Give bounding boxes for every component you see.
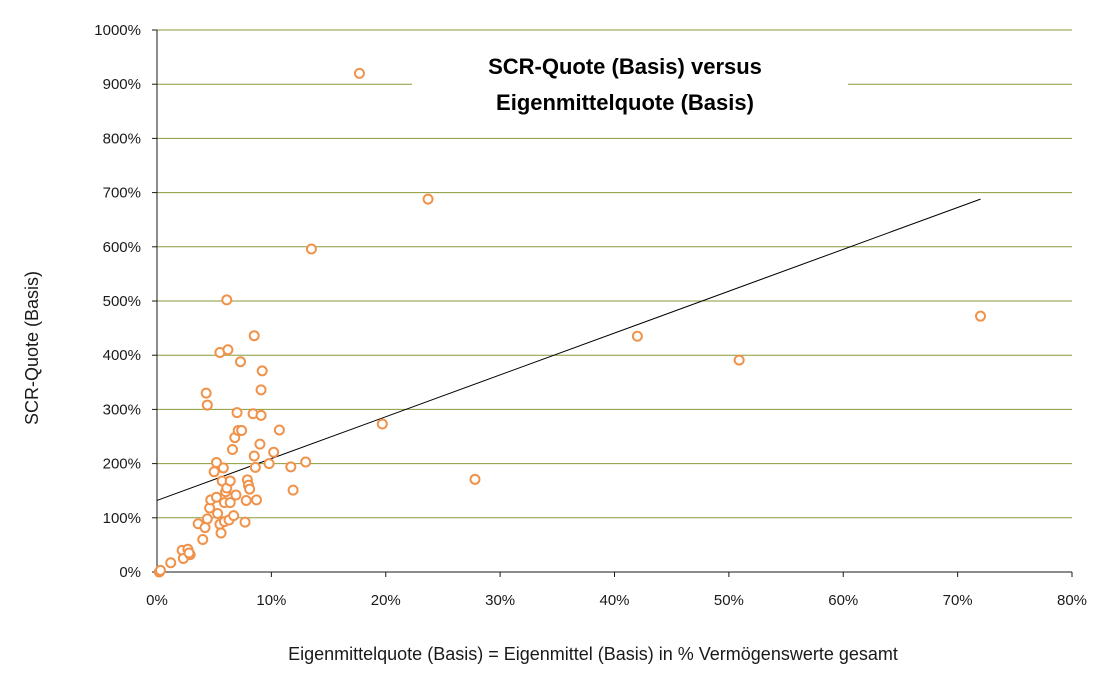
data-point bbox=[224, 475, 236, 487]
data-point bbox=[422, 193, 434, 205]
y-tick-label: 600% bbox=[103, 239, 141, 256]
chart-title: SCR-Quote (Basis) versus Eigenmittelquot… bbox=[412, 48, 848, 120]
data-point bbox=[305, 243, 317, 255]
data-point bbox=[239, 516, 251, 528]
x-tick-label: 80% bbox=[1057, 592, 1087, 609]
data-point bbox=[254, 438, 266, 450]
data-point bbox=[256, 365, 268, 377]
data-point bbox=[376, 418, 388, 430]
data-point bbox=[221, 294, 233, 306]
data-point bbox=[251, 494, 263, 506]
y-tick-label: 100% bbox=[103, 510, 141, 527]
data-point bbox=[201, 513, 213, 525]
data-point bbox=[222, 344, 234, 356]
data-point bbox=[268, 446, 280, 458]
data-point bbox=[263, 458, 275, 470]
data-point bbox=[469, 473, 481, 485]
data-point bbox=[236, 425, 248, 437]
y-tick-label: 300% bbox=[103, 401, 141, 418]
data-point bbox=[273, 424, 285, 436]
y-tick-label: 700% bbox=[103, 185, 141, 202]
data-point bbox=[197, 533, 209, 545]
x-tick-label: 50% bbox=[714, 592, 744, 609]
data-point bbox=[210, 491, 222, 503]
data-point bbox=[201, 399, 213, 411]
data-point bbox=[199, 522, 211, 534]
x-tick-label: 60% bbox=[828, 592, 858, 609]
y-axis-title: SCR-Quote (Basis) bbox=[22, 271, 42, 425]
chart-title-line-1: SCR-Quote (Basis) versus bbox=[488, 54, 762, 79]
data-point bbox=[733, 354, 745, 366]
y-tick-label: 1000% bbox=[94, 22, 141, 39]
y-tick-label: 900% bbox=[103, 76, 141, 93]
data-point bbox=[200, 387, 212, 399]
data-point bbox=[244, 483, 256, 495]
data-point bbox=[183, 547, 195, 559]
x-tick-label: 30% bbox=[485, 592, 515, 609]
data-point bbox=[234, 356, 246, 368]
x-tick-label: 40% bbox=[599, 592, 629, 609]
chart-title-line-2: Eigenmittelquote (Basis) bbox=[496, 90, 754, 115]
chart-title-background bbox=[412, 48, 848, 120]
data-point bbox=[248, 450, 260, 462]
data-point bbox=[165, 557, 177, 569]
data-point bbox=[228, 510, 240, 522]
x-axis-title: Eigenmittelquote (Basis) = Eigenmittel (… bbox=[288, 644, 898, 664]
y-tick-label: 200% bbox=[103, 456, 141, 473]
data-point bbox=[248, 330, 260, 342]
x-tick-label: 70% bbox=[943, 592, 973, 609]
data-point bbox=[154, 564, 166, 576]
x-tick-label: 20% bbox=[371, 592, 401, 609]
data-point bbox=[208, 466, 220, 478]
data-point bbox=[231, 407, 243, 419]
data-point bbox=[217, 462, 229, 474]
y-tick-label: 400% bbox=[103, 347, 141, 364]
data-point bbox=[353, 67, 365, 79]
data-point bbox=[224, 497, 236, 509]
data-point bbox=[300, 456, 312, 468]
y-tick-label: 0% bbox=[119, 564, 141, 581]
y-axis-ticks: 0% 100% 200% 300% 400% 500% 600% 700% 800% 900% 10… bbox=[94, 22, 157, 581]
data-point bbox=[230, 489, 242, 501]
data-point bbox=[975, 310, 986, 322]
y-tick-label: 500% bbox=[103, 293, 141, 310]
data-point bbox=[255, 384, 267, 396]
data-point bbox=[285, 461, 297, 473]
data-point bbox=[287, 484, 299, 496]
x-tick-label: 0% bbox=[146, 592, 168, 609]
trendline bbox=[156, 198, 981, 501]
data-point bbox=[210, 457, 222, 469]
y-tick-label: 800% bbox=[103, 130, 141, 147]
x-axis-ticks: 0% 10% 20% 30% 40% 50% 60% 70% 80% bbox=[146, 572, 1087, 609]
data-point bbox=[215, 527, 227, 539]
data-point bbox=[255, 409, 267, 421]
data-point bbox=[226, 444, 238, 456]
data-points bbox=[153, 67, 986, 578]
data-point bbox=[240, 494, 252, 506]
x-tick-label: 10% bbox=[256, 592, 286, 609]
data-point bbox=[212, 507, 224, 519]
data-point bbox=[631, 330, 643, 342]
data-point bbox=[249, 461, 261, 473]
